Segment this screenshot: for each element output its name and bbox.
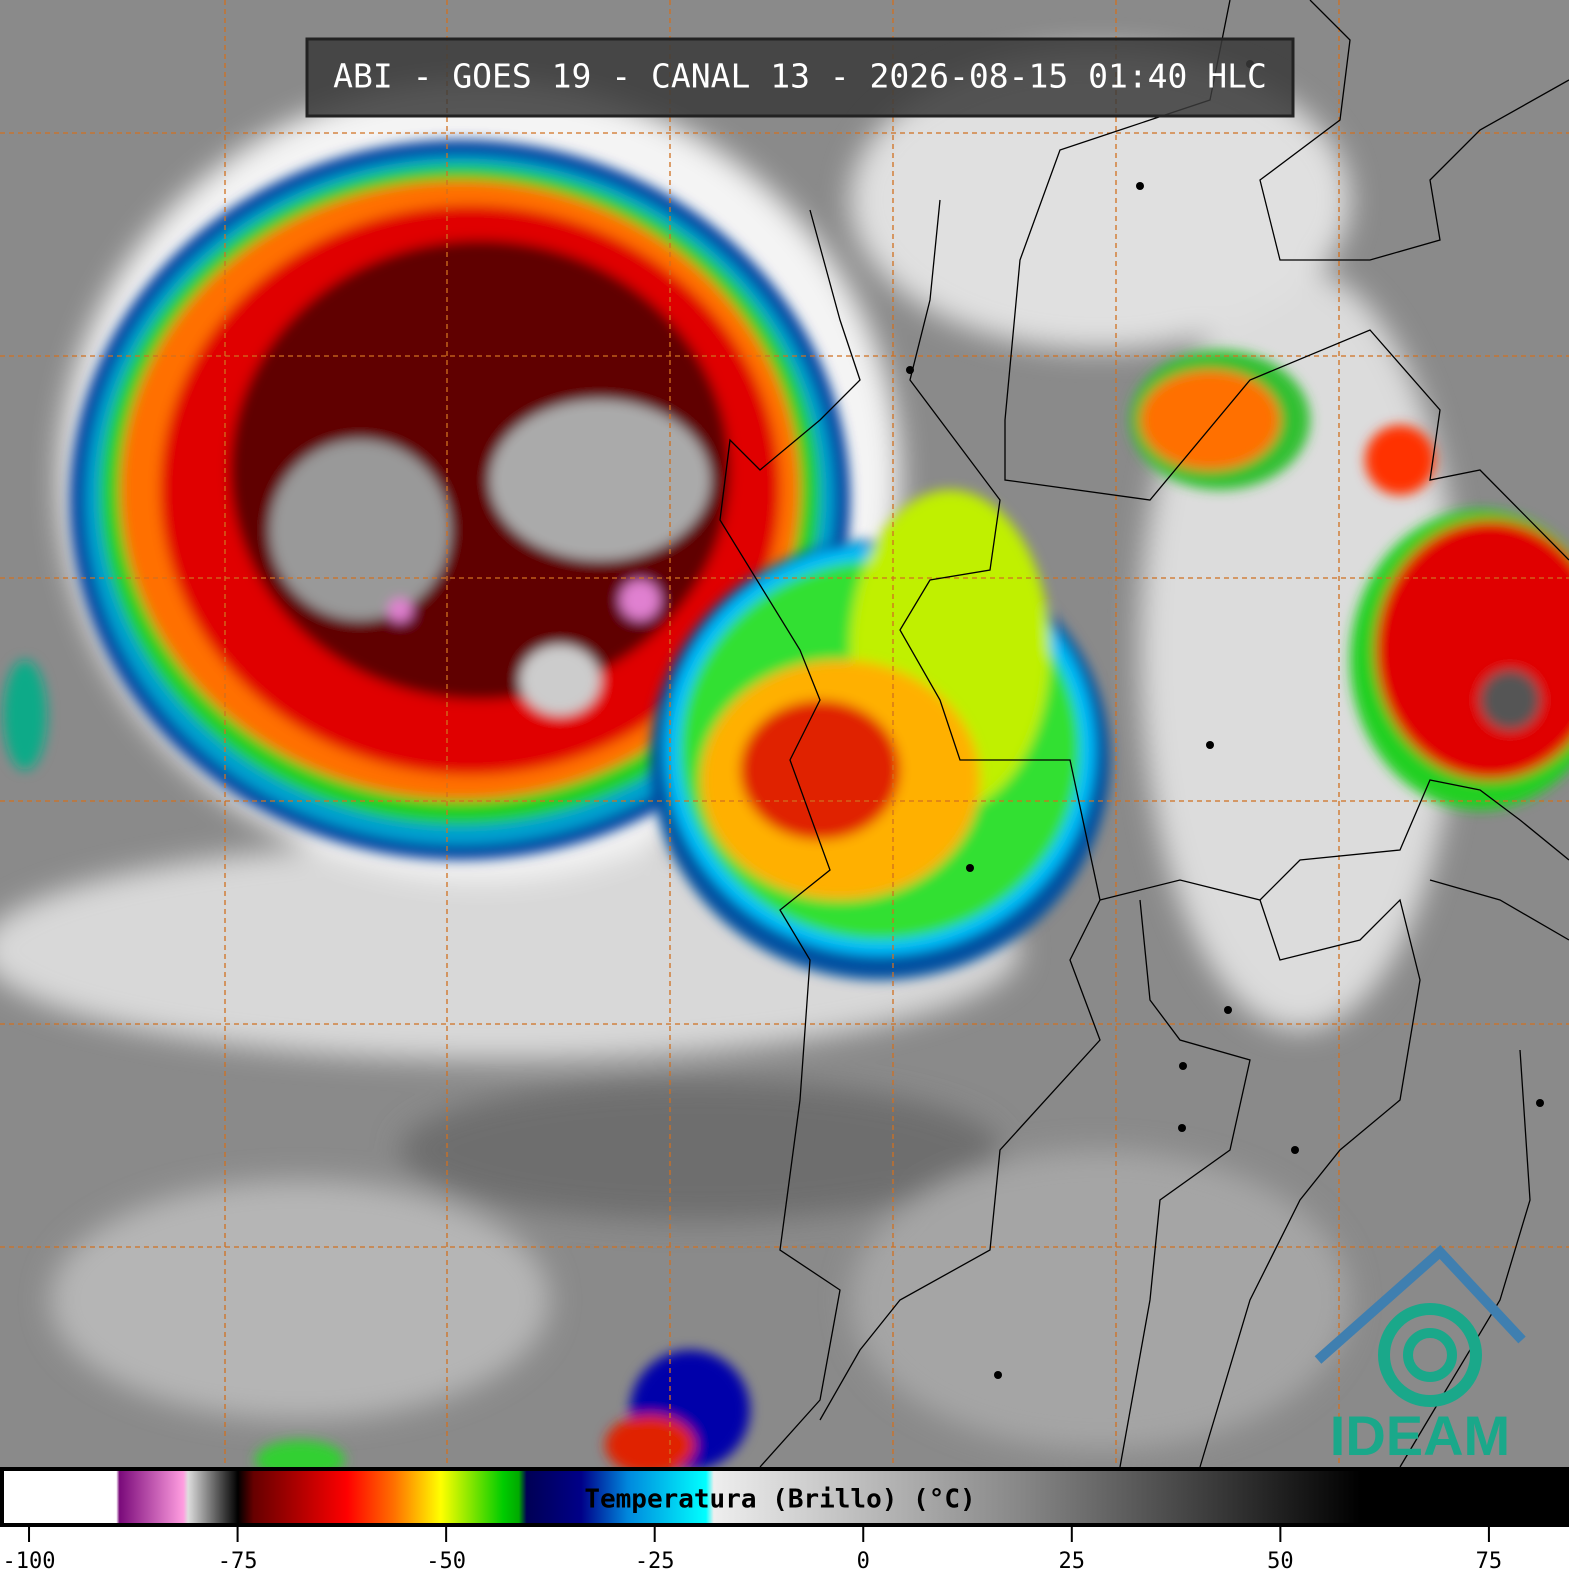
image: ABI - GOES 19 - CANAL 13 - 2026-08-15 01…	[0, 0, 1569, 1480]
logo: IDEAM	[1314, 1245, 1526, 1467]
storm-center	[650, 350, 1435, 980]
colorbar: Temperatura (Brillo) (°C)	[0, 1467, 1569, 1527]
tick-label: -75	[218, 1549, 258, 1574]
logo-spiral-inner	[1403, 1328, 1457, 1382]
colorbar-gradient	[4, 1471, 1564, 1523]
borders	[719, 0, 1569, 1468]
tick-label: -50	[426, 1549, 466, 1574]
logo-text: IDEAM	[1330, 1404, 1510, 1467]
storm-east	[3, 510, 1569, 1480]
tick-label: 50	[1267, 1549, 1294, 1574]
tick-label: -25	[635, 1549, 675, 1574]
tick-label: 25	[1059, 1549, 1086, 1574]
graticule	[0, 0, 1569, 1467]
tick-label: 0	[857, 1549, 870, 1574]
tick-label: 75	[1476, 1549, 1503, 1574]
logo-spiral	[1378, 1303, 1482, 1407]
title: ABI - GOES 19 - CANAL 13 - 2026-08-15 01…	[333, 57, 1267, 96]
title-box	[305, 37, 1295, 118]
tick-label: -100	[3, 1549, 56, 1574]
logo-roof	[1314, 1245, 1526, 1364]
colorbar-label: Temperatura (Brillo) (°C)	[584, 1485, 975, 1515]
storm-west	[70, 140, 850, 860]
